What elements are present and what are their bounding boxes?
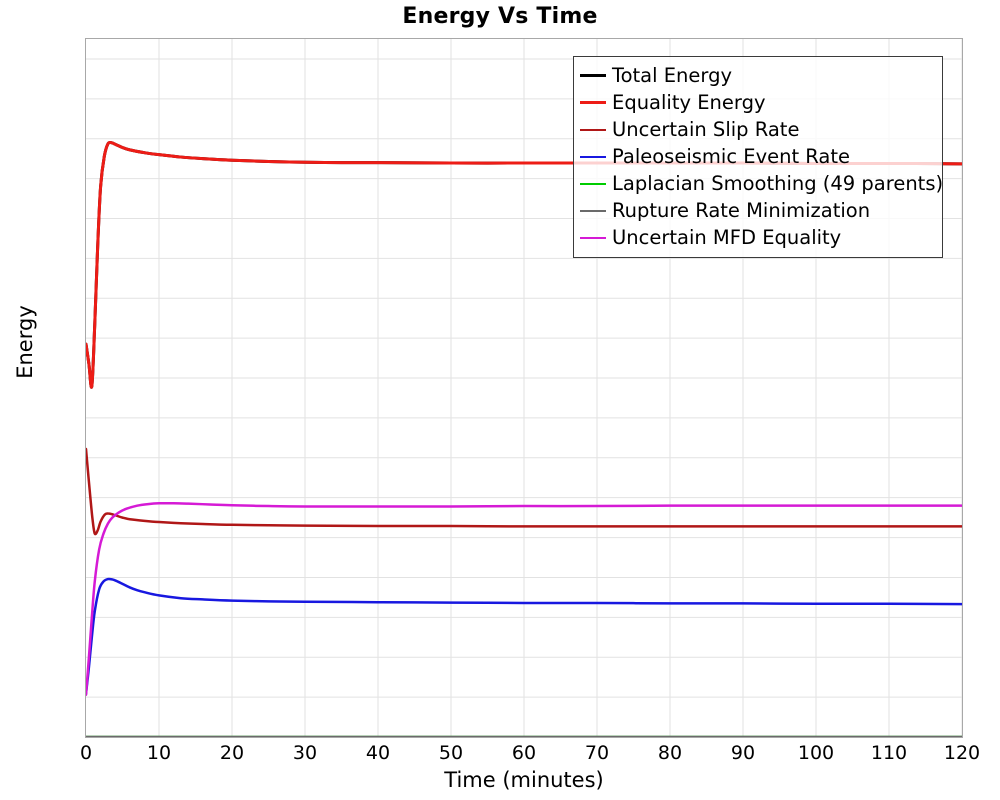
x-tick-label: 110 — [870, 742, 908, 764]
y-axis-title: Energy — [13, 305, 37, 379]
legend-item-label: Rupture Rate Minimization — [612, 198, 871, 222]
x-tick-label: 100 — [797, 742, 835, 764]
x-tick-label: 50 — [438, 742, 464, 764]
x-tick-label: 80 — [657, 742, 683, 764]
x-tick-label: 120 — [943, 742, 981, 764]
x-tick-label: 10 — [146, 742, 172, 764]
x-tick-label: 90 — [730, 742, 756, 764]
legend-item[interactable]: Total Energy — [580, 62, 934, 89]
x-tick-label: 20 — [219, 742, 245, 764]
legend-item[interactable]: Paleoseismic Event Rate — [580, 143, 934, 170]
legend-color-swatch — [580, 236, 606, 239]
legend-item-label: Uncertain MFD Equality — [612, 225, 842, 249]
legend-item-label: Paleoseismic Event Rate — [612, 144, 851, 168]
legend-item-label: Equality Energy — [612, 90, 766, 114]
series-line — [84, 447, 964, 536]
x-axis-title: Time (minutes) — [444, 768, 604, 792]
x-tick-label: 70 — [584, 742, 610, 764]
legend-item[interactable]: Rupture Rate Minimization — [580, 197, 934, 224]
series-line — [84, 501, 964, 696]
legend-color-swatch — [580, 128, 606, 131]
legend-color-swatch — [580, 155, 606, 158]
chart-legend: Total Energy Equality Energy Uncertain Sli… — [573, 56, 943, 258]
legend-item[interactable]: Laplacian Smoothing (49 parents) — [580, 170, 943, 197]
x-tick-label: 0 — [79, 742, 93, 764]
legend-item[interactable]: Equality Energy — [580, 89, 934, 116]
legend-item[interactable]: Uncertain Slip Rate — [580, 116, 934, 143]
x-tick-label: 30 — [292, 742, 318, 764]
x-tick-label: 40 — [365, 742, 391, 764]
legend-item-label: Uncertain Slip Rate — [612, 117, 800, 141]
x-tick-label: 60 — [511, 742, 537, 764]
series-line — [84, 577, 964, 696]
legend-item-label: Total Energy — [612, 63, 733, 87]
legend-item-label: Laplacian Smoothing (49 parents) — [612, 171, 944, 195]
legend-color-swatch — [580, 101, 606, 104]
chart-title: Energy Vs Time — [402, 4, 598, 29]
legend-color-swatch — [580, 209, 606, 212]
legend-color-swatch — [580, 182, 606, 185]
legend-color-swatch — [580, 74, 606, 77]
legend-item[interactable]: Uncertain MFD Equality — [580, 224, 934, 251]
